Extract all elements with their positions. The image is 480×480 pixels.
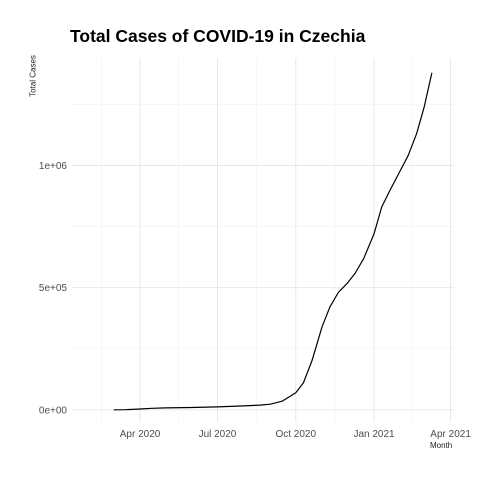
x-tick-label: Apr 2021 [430,429,471,440]
series-line [113,72,433,411]
y-tick-label: 1e+06 [39,161,68,172]
y-axis-ticks: 0e+00 5e+05 1e+06 [39,161,68,416]
series-layer [113,72,433,411]
x-tick-label: Jan 2021 [353,429,395,440]
chart-title: Total Cases of COVID-19 in Czechia [70,26,366,46]
x-axis-ticks: Apr 2020 Jul 2020 Oct 2020 Jan 2021 Apr 2021 [120,429,472,440]
x-tick-label: Apr 2020 [120,429,161,440]
x-axis-title: Month [430,441,453,450]
y-tick-label: 5e+05 [39,283,68,294]
gridlines [72,58,454,422]
x-tick-label: Jul 2020 [199,429,237,440]
x-tick-label: Oct 2020 [275,429,316,440]
y-tick-label: 0e+00 [39,405,68,416]
